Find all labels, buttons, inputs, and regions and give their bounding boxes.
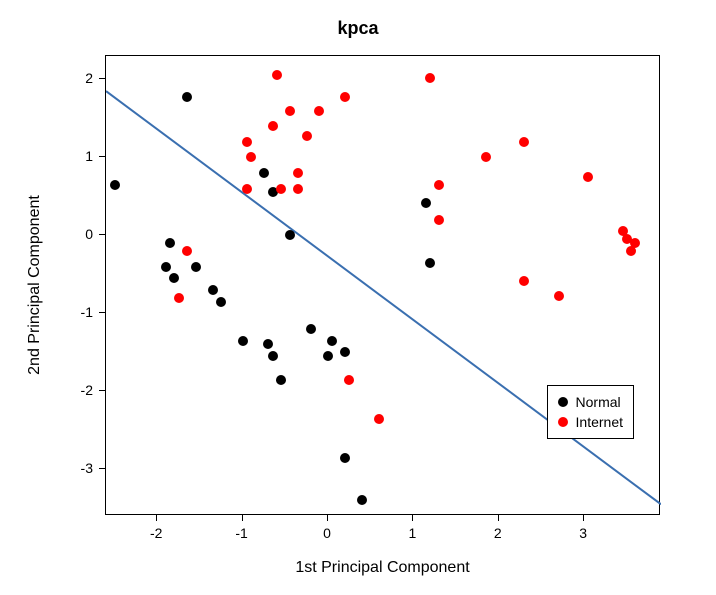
data-point [259, 168, 269, 178]
legend-label-internet: Internet [576, 412, 623, 432]
data-point [434, 215, 444, 225]
data-point [272, 70, 282, 80]
data-point [293, 168, 303, 178]
data-point [242, 184, 252, 194]
legend-dot-internet [558, 417, 568, 427]
data-point [519, 137, 529, 147]
x-tick-label: 1 [408, 525, 416, 541]
y-tick-label: 2 [63, 70, 93, 86]
separator-line [106, 56, 661, 516]
y-tick-mark [99, 78, 105, 79]
data-point [263, 339, 273, 349]
legend-item-normal: Normal [558, 392, 623, 412]
data-point [340, 347, 350, 357]
y-tick-mark [99, 156, 105, 157]
y-tick-mark [99, 234, 105, 235]
y-tick-mark [99, 390, 105, 391]
y-axis-label: 2nd Principal Component [25, 55, 45, 515]
data-point [161, 262, 171, 272]
scatter-chart: kpca Normal Internet 1st Principal Compo… [0, 0, 716, 595]
data-point [434, 180, 444, 190]
x-tick-label: -1 [235, 525, 247, 541]
y-tick-mark [99, 468, 105, 469]
x-tick-mark [583, 515, 584, 521]
data-point [285, 230, 295, 240]
legend-item-internet: Internet [558, 412, 623, 432]
data-point [357, 495, 367, 505]
y-tick-label: -2 [63, 382, 93, 398]
y-tick-label: -3 [63, 460, 93, 476]
data-point [327, 336, 337, 346]
data-point [626, 246, 636, 256]
chart-title: kpca [0, 18, 716, 39]
data-point [276, 375, 286, 385]
legend-dot-normal [558, 397, 568, 407]
x-tick-mark [498, 515, 499, 521]
data-point [208, 285, 218, 295]
data-point [293, 184, 303, 194]
data-point [306, 324, 316, 334]
y-tick-label: 1 [63, 148, 93, 164]
data-point [425, 73, 435, 83]
data-point [340, 92, 350, 102]
x-tick-mark [242, 515, 243, 521]
data-point [519, 276, 529, 286]
data-point [238, 336, 248, 346]
x-tick-label: 0 [323, 525, 331, 541]
legend: Normal Internet [547, 385, 634, 439]
data-point [554, 291, 564, 301]
data-point [583, 172, 593, 182]
data-point [285, 106, 295, 116]
data-point [323, 351, 333, 361]
data-point [344, 375, 354, 385]
data-point [174, 293, 184, 303]
data-point [302, 131, 312, 141]
data-point [216, 297, 226, 307]
data-point [182, 92, 192, 102]
x-axis-label: 1st Principal Component [105, 559, 660, 577]
y-tick-mark [99, 312, 105, 313]
data-point [421, 198, 431, 208]
data-point [191, 262, 201, 272]
y-tick-label: -1 [63, 304, 93, 320]
data-point [268, 121, 278, 131]
plot-area: Normal Internet [105, 55, 660, 515]
data-point [374, 414, 384, 424]
data-point [425, 258, 435, 268]
y-tick-label: 0 [63, 226, 93, 242]
data-point [169, 273, 179, 283]
x-tick-label: 3 [579, 525, 587, 541]
x-tick-mark [412, 515, 413, 521]
legend-label-normal: Normal [576, 392, 621, 412]
x-tick-mark [327, 515, 328, 521]
data-point [276, 184, 286, 194]
data-point [340, 453, 350, 463]
x-tick-mark [156, 515, 157, 521]
data-point [246, 152, 256, 162]
data-point [268, 351, 278, 361]
data-point [481, 152, 491, 162]
x-tick-label: 2 [494, 525, 502, 541]
data-point [242, 137, 252, 147]
data-point [182, 246, 192, 256]
x-tick-label: -2 [150, 525, 162, 541]
data-point [110, 180, 120, 190]
data-point [314, 106, 324, 116]
data-point [165, 238, 175, 248]
